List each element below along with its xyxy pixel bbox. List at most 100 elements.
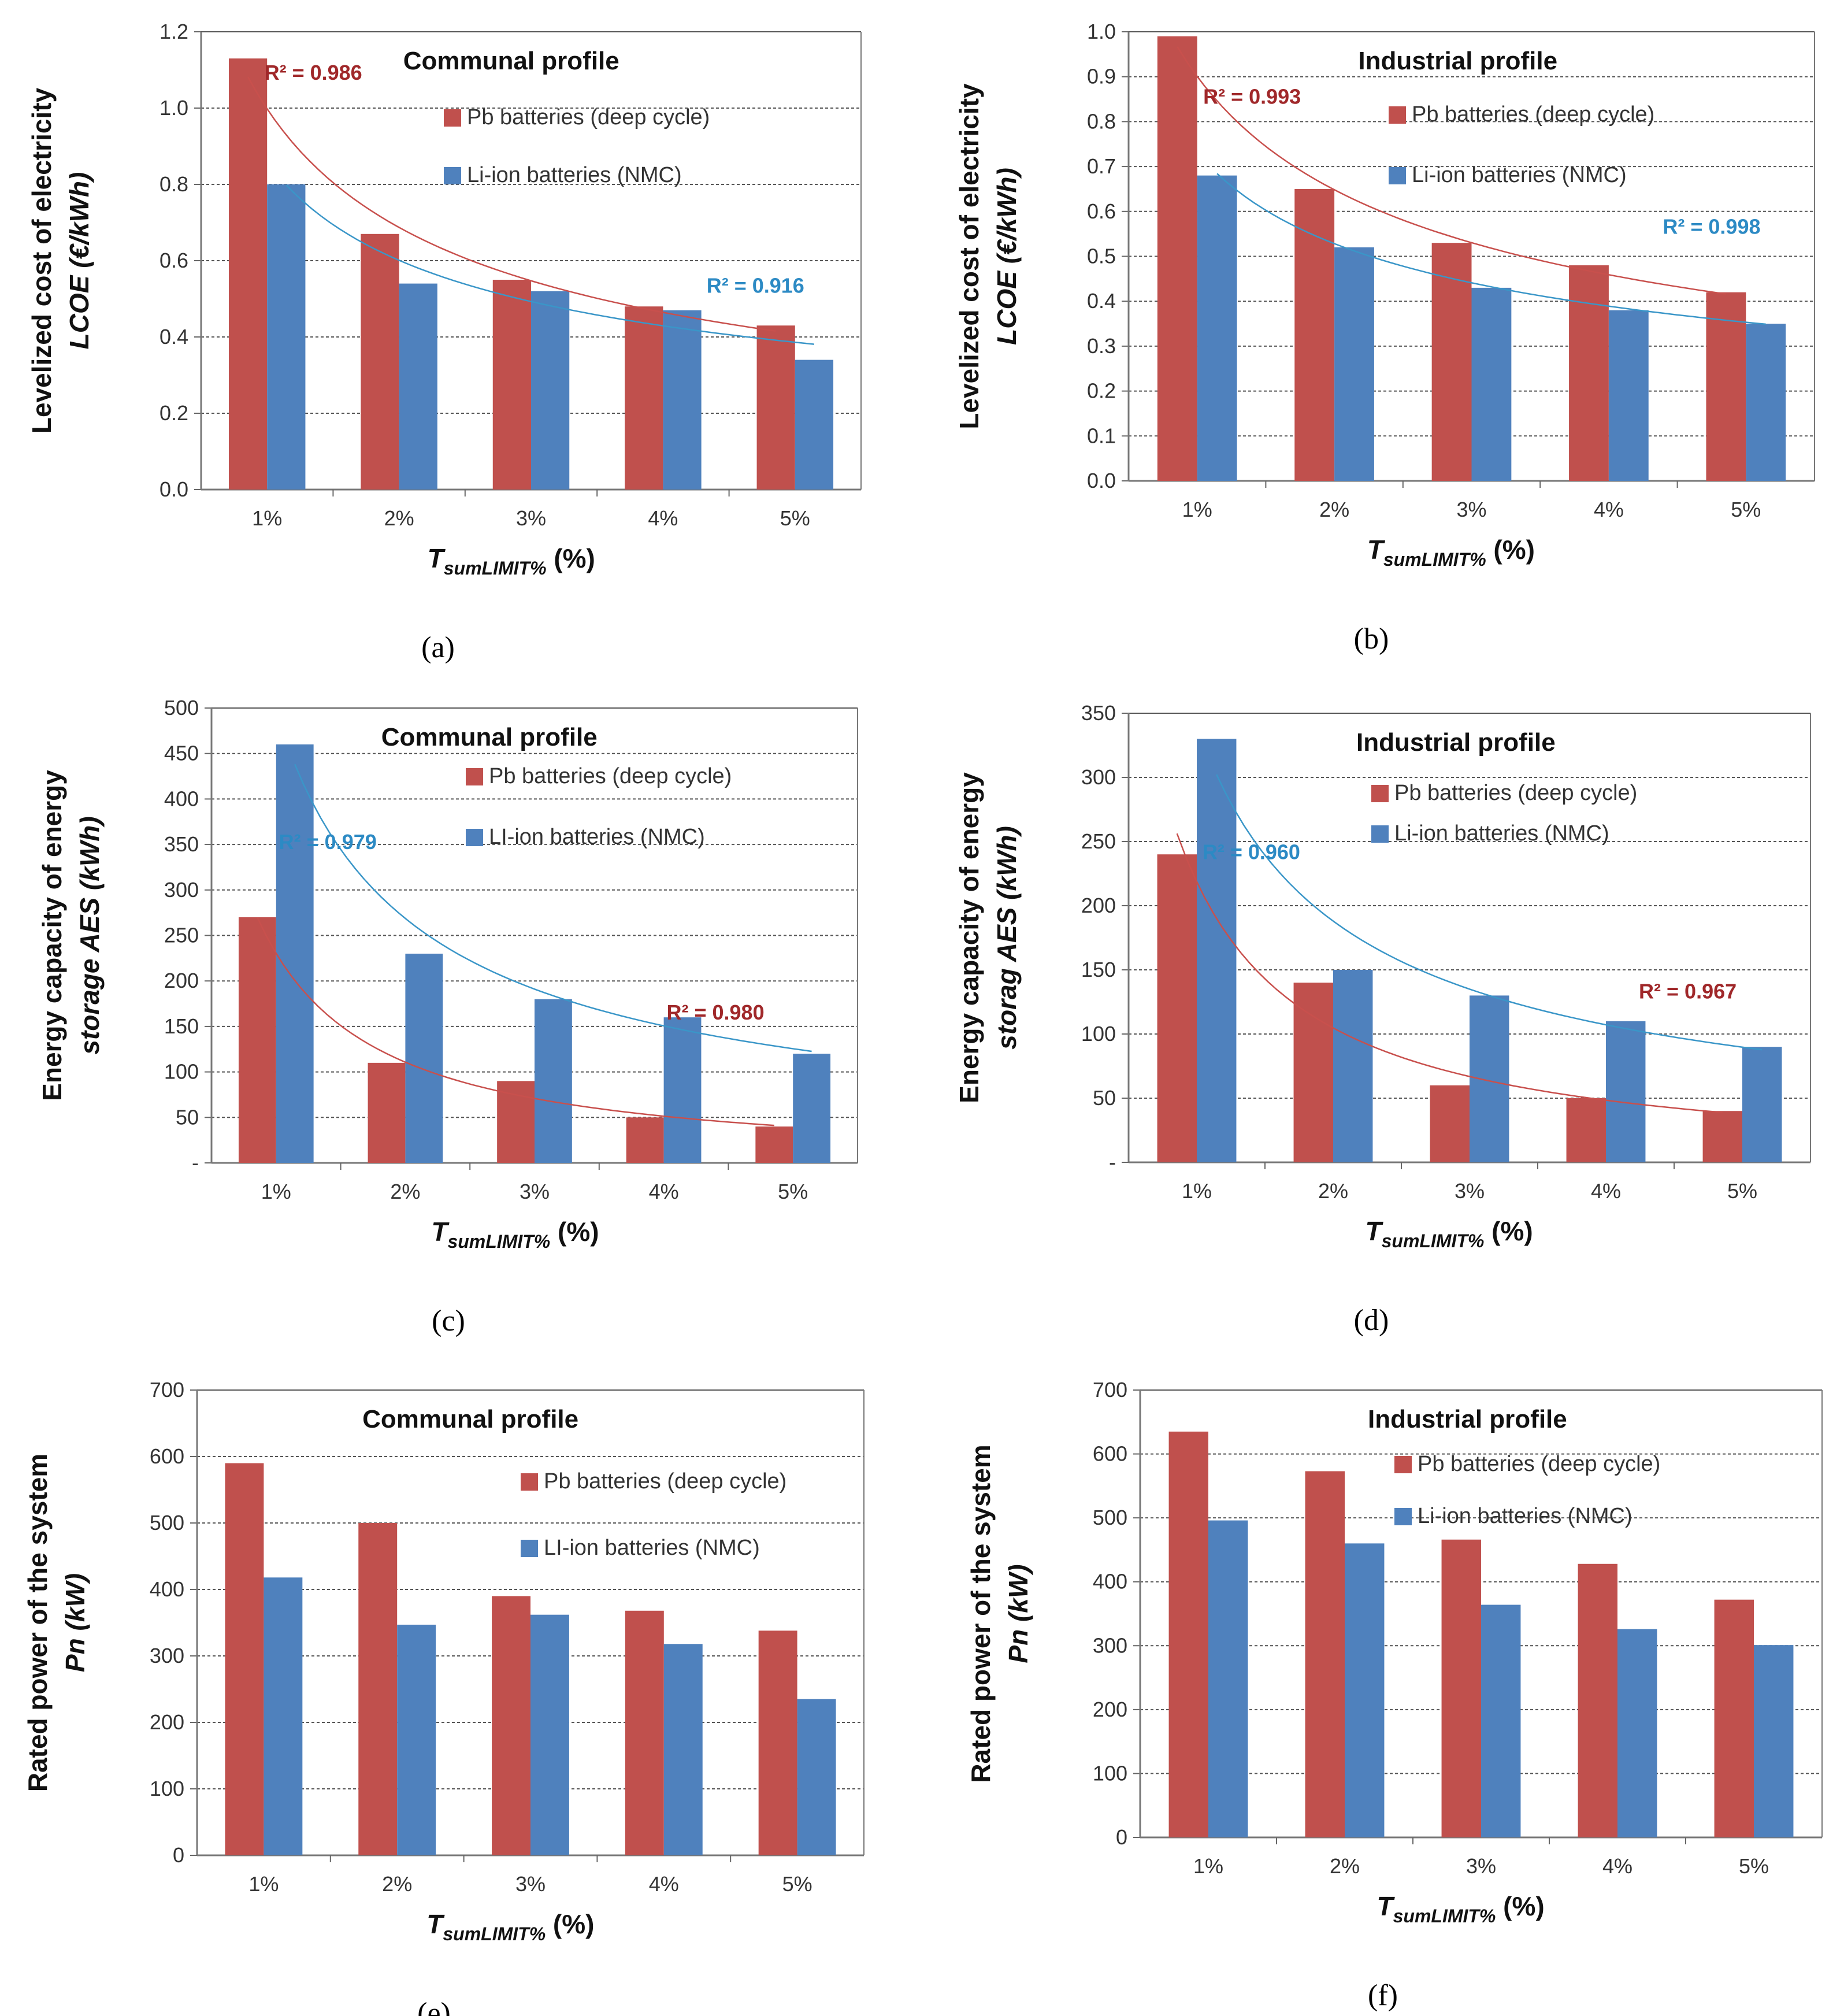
bar-li-ion-1 xyxy=(1208,1520,1248,1837)
y-tick-label: 0.0 xyxy=(159,477,188,501)
chart-title: Communal profile xyxy=(381,723,598,751)
bar-pb-3 xyxy=(1441,1539,1481,1837)
bar-li-ion-4 xyxy=(1617,1629,1657,1837)
bar-pb-2 xyxy=(358,1523,398,1855)
bar-pb-4 xyxy=(626,1117,664,1163)
y-tick-label: 0.5 xyxy=(1087,244,1116,268)
panel-label: (b) xyxy=(1354,622,1389,655)
x-tick-label: 3% xyxy=(520,1180,550,1203)
y-tick-label: 100 xyxy=(1093,1761,1127,1785)
y-tick-label: 0.2 xyxy=(1087,379,1116,403)
chart-title: Industrial profile xyxy=(1368,1405,1567,1433)
bar-li-ion-1 xyxy=(267,184,306,490)
y-tick-label: 0.4 xyxy=(159,325,188,349)
y-tick-label: 500 xyxy=(150,1511,184,1535)
x-axis-label-sub: sumLIMIT% xyxy=(447,1231,550,1252)
y-tick-label: 1.2 xyxy=(159,20,188,43)
bar-pb-4 xyxy=(1566,1098,1606,1162)
bar-li-ion-5 xyxy=(1754,1645,1794,1837)
bar-li-ion-4 xyxy=(1608,310,1649,481)
bar-li-ion-2 xyxy=(1333,970,1373,1162)
y-axis-label-line2: Pn (kW) xyxy=(60,1573,90,1672)
y-tick-label: 400 xyxy=(1093,1570,1127,1593)
x-tick-label: 2% xyxy=(384,506,414,530)
panel-label: (c) xyxy=(432,1305,465,1337)
y-axis-label-line1: Levelized cost of electricity xyxy=(954,83,984,429)
y-tick-label: 150 xyxy=(1081,958,1116,981)
bar-pb-5 xyxy=(755,1126,793,1163)
x-tick-label: 2% xyxy=(390,1180,420,1203)
x-axis-label-unit: (%) xyxy=(546,1909,594,1939)
bar-li-ion-3 xyxy=(1471,287,1512,481)
x-tick-label: 1% xyxy=(261,1180,291,1203)
x-tick-label: 3% xyxy=(1455,1179,1485,1203)
bar-pb-4 xyxy=(625,306,663,490)
r2-label-li-ion: R² = 0.979 xyxy=(279,830,377,854)
x-tick-label: 1% xyxy=(1182,498,1212,521)
legend-label-pb: Pb batteries (deep cycle) xyxy=(489,764,732,788)
x-axis-label-main: T xyxy=(428,543,446,573)
bar-li-ion-4 xyxy=(663,310,702,490)
bar-pb-5 xyxy=(1702,1111,1742,1162)
y-tick-label: 300 xyxy=(164,878,199,902)
bar-li-ion-2 xyxy=(397,1624,436,1855)
y-tick-label: 250 xyxy=(1081,829,1116,853)
x-axis-label: TsumLIMIT% (%) xyxy=(1376,1891,1544,1926)
y-tick-label: 100 xyxy=(164,1060,199,1084)
y-tick-label: 450 xyxy=(164,742,199,765)
bar-pb-1 xyxy=(1157,854,1197,1162)
chart-title: Communal profile xyxy=(362,1405,578,1433)
panel-label: (f) xyxy=(1368,1979,1398,2012)
x-tick-label: 1% xyxy=(252,506,282,530)
x-tick-label: 2% xyxy=(1318,1179,1348,1203)
bar-li-ion-3 xyxy=(1481,1604,1521,1837)
bar-li-ion-1 xyxy=(1197,175,1237,481)
y-tick-label: 400 xyxy=(164,787,199,810)
y-tick-label: 0.7 xyxy=(1087,154,1116,178)
bar-pb-5 xyxy=(756,325,795,490)
x-axis-label-unit: (%) xyxy=(550,1217,599,1247)
bar-pb-3 xyxy=(497,1081,535,1163)
bar-li-ion-5 xyxy=(793,1054,831,1163)
y-tick-label: 100 xyxy=(1081,1022,1116,1046)
bar-li-ion-1 xyxy=(264,1577,303,1855)
bar-pb-4 xyxy=(1578,1563,1617,1837)
x-tick-label: 2% xyxy=(1319,498,1349,521)
bar-pb-3 xyxy=(492,1596,530,1855)
trendline-li-ion xyxy=(285,184,815,345)
r2-label-pb: R² = 0.993 xyxy=(1203,84,1301,108)
legend-swatch-pb xyxy=(521,1473,538,1491)
y-tick-label: 150 xyxy=(164,1014,199,1038)
x-axis-label: TsumLIMIT% (%) xyxy=(1365,1216,1533,1251)
bar-li-ion-4 xyxy=(1606,1021,1646,1162)
x-axis-label-sub: sumLIMIT% xyxy=(444,558,547,579)
legend-swatch-pb xyxy=(1371,785,1389,802)
x-tick-label: 1% xyxy=(1182,1179,1212,1203)
chart-d: - 50 100 150 200 250 300 350 1% 2% 3% 4% 5% R² = 0.96… xyxy=(954,701,1811,1337)
bar-li-ion-2 xyxy=(399,283,437,490)
x-tick-label: 1% xyxy=(248,1872,279,1896)
y-axis-label-line2: storag AES (kWh) xyxy=(992,826,1022,1050)
legend-swatch-pb xyxy=(1394,1456,1412,1473)
x-tick-label: 3% xyxy=(1466,1854,1496,1878)
bar-li-ion-3 xyxy=(530,1614,569,1855)
bar-pb-2 xyxy=(1293,983,1333,1162)
bar-li-ion-2 xyxy=(1334,247,1374,481)
y-tick-label: 300 xyxy=(1081,765,1116,789)
x-axis-label-unit: (%) xyxy=(1486,535,1535,565)
x-tick-label: 3% xyxy=(1456,498,1486,521)
legend-swatch-li-ion xyxy=(444,167,461,184)
legend-label-pb: Pb batteries (deep cycle) xyxy=(1418,1452,1660,1476)
y-axis-label-line1: Levelized cost of electricity xyxy=(27,87,57,433)
y-tick-label: 200 xyxy=(164,969,199,992)
x-axis-label: TsumLIMIT% (%) xyxy=(1367,535,1535,570)
y-tick-label: 1.0 xyxy=(159,96,188,120)
bar-pb-1 xyxy=(225,1463,264,1855)
x-tick-label: 5% xyxy=(780,506,810,530)
chart-b: 0.0 0.1 0.2 0.3 0.4 0.5 0.6 0.7 0.8 0.9 1.0 1% 2% 3% 4… xyxy=(954,20,1815,655)
y-tick-label: 350 xyxy=(164,832,199,856)
trendline-pb xyxy=(1177,46,1727,295)
r2-label-li-ion: R² = 0.998 xyxy=(1663,215,1760,239)
x-axis-label-sub: sumLIMIT% xyxy=(1383,549,1486,570)
